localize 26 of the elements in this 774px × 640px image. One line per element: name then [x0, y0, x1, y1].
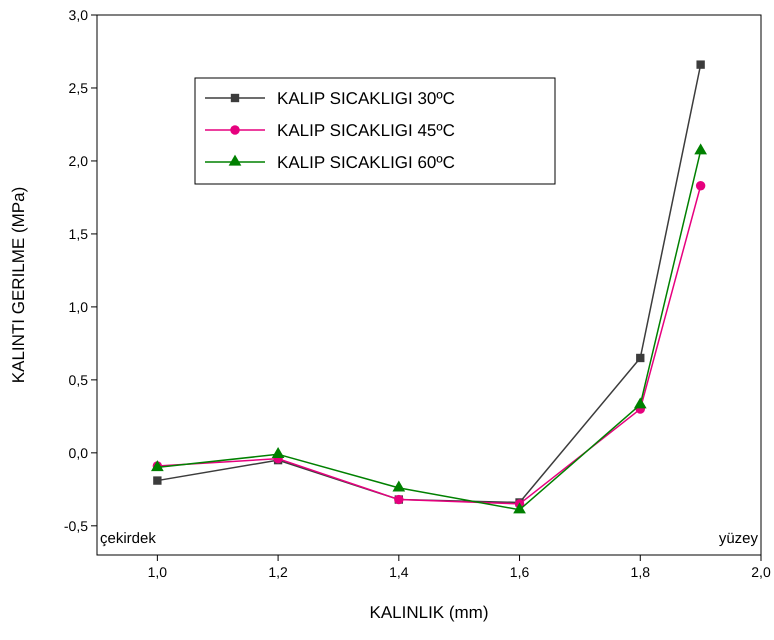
y-tick-label: 0,0 [68, 444, 88, 461]
x-tick-label: 1,2 [268, 564, 288, 580]
x-tick-label: 2,0 [751, 564, 771, 580]
x-tick-label: 1,6 [510, 564, 530, 580]
point [392, 480, 406, 492]
y-tick-label: 3,0 [68, 7, 88, 23]
y-tick-label: -0,5 [64, 518, 88, 534]
point [636, 354, 644, 362]
x-tick-label: 1,0 [148, 564, 168, 580]
legend-label: KALIP SICAKLIGI 30ºC [277, 89, 455, 108]
y-tick-label: 2,5 [68, 80, 88, 96]
y-tick-label: 0,5 [68, 372, 88, 388]
point [696, 60, 705, 69]
y-tick-label: 2,0 [68, 152, 88, 169]
point [696, 181, 706, 190]
x-tick-label: 1,8 [630, 564, 650, 580]
annotation: yüzey [718, 530, 758, 547]
legend-label: KALIP SICAKLIGI 60ºC [277, 153, 455, 172]
legend-label: KALIP SICAKLIGI 45ºC [277, 121, 455, 140]
annotation: çekirdek [100, 530, 156, 547]
y-tick-label: 1,5 [68, 226, 88, 242]
y-tick-label: 1,0 [68, 298, 88, 315]
x-tick-label: 1,4 [389, 564, 409, 580]
x-axis-title: KALINLIK (mm) [369, 603, 489, 622]
y-axis-title: KALINTI GERILME (MPa) [9, 186, 28, 384]
point [153, 476, 162, 485]
